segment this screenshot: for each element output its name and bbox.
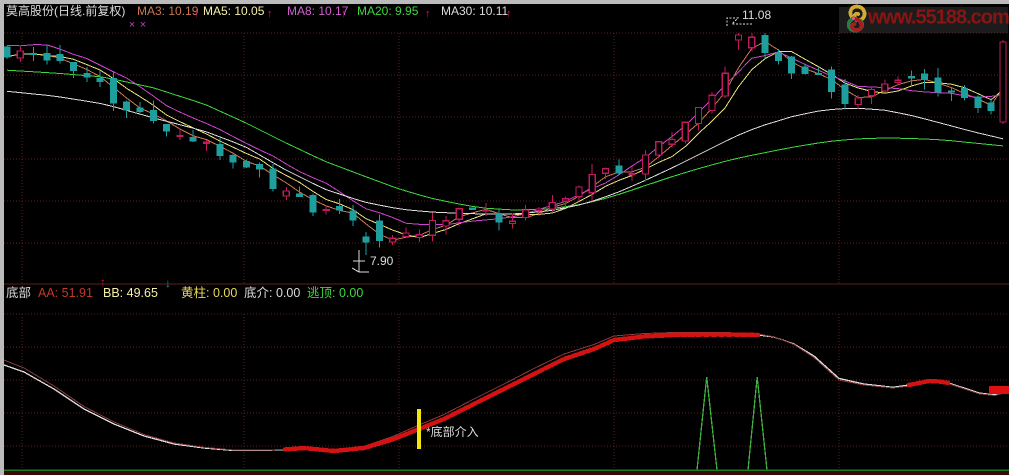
svg-text:MA3: 10.19: MA3: 10.19	[137, 4, 199, 18]
svg-text:MA30: 10.11: MA30: 10.11	[441, 4, 508, 18]
svg-text:*底部介入: *底部介入	[426, 424, 479, 439]
svg-text:MA8: 10.17: MA8: 10.17	[287, 4, 349, 18]
svg-text:莫高股份(日线.前复权): 莫高股份(日线.前复权)	[6, 4, 125, 18]
svg-text:BB: 49.65: BB: 49.65	[103, 286, 158, 300]
svg-text:11.08: 11.08	[742, 8, 771, 22]
svg-text:黄柱: 0.00: 黄柱: 0.00	[181, 285, 237, 300]
svg-text:www.55188.com: www.55188.com	[867, 7, 1009, 29]
svg-text:↑: ↑	[267, 8, 273, 20]
svg-text:MA20: 9.95: MA20: 9.95	[357, 4, 419, 18]
svg-text:↑: ↑	[506, 8, 512, 20]
svg-text:↓: ↓	[165, 276, 171, 290]
svg-text:×: ×	[140, 19, 146, 31]
svg-text:↑: ↑	[194, 8, 200, 20]
svg-text:底部: 底部	[6, 285, 31, 300]
svg-text:MA5: 10.05: MA5: 10.05	[203, 4, 265, 18]
svg-text:底介: 0.00: 底介: 0.00	[244, 285, 300, 300]
svg-text:↑: ↑	[100, 275, 106, 289]
svg-text:↑: ↑	[341, 8, 347, 20]
svg-text:逃顶: 0.00: 逃顶: 0.00	[307, 286, 363, 300]
svg-text:×: ×	[129, 19, 135, 31]
svg-text:7.90: 7.90	[370, 254, 394, 268]
svg-text:AA: 51.91: AA: 51.91	[38, 286, 93, 300]
svg-text:↑: ↑	[425, 8, 431, 20]
